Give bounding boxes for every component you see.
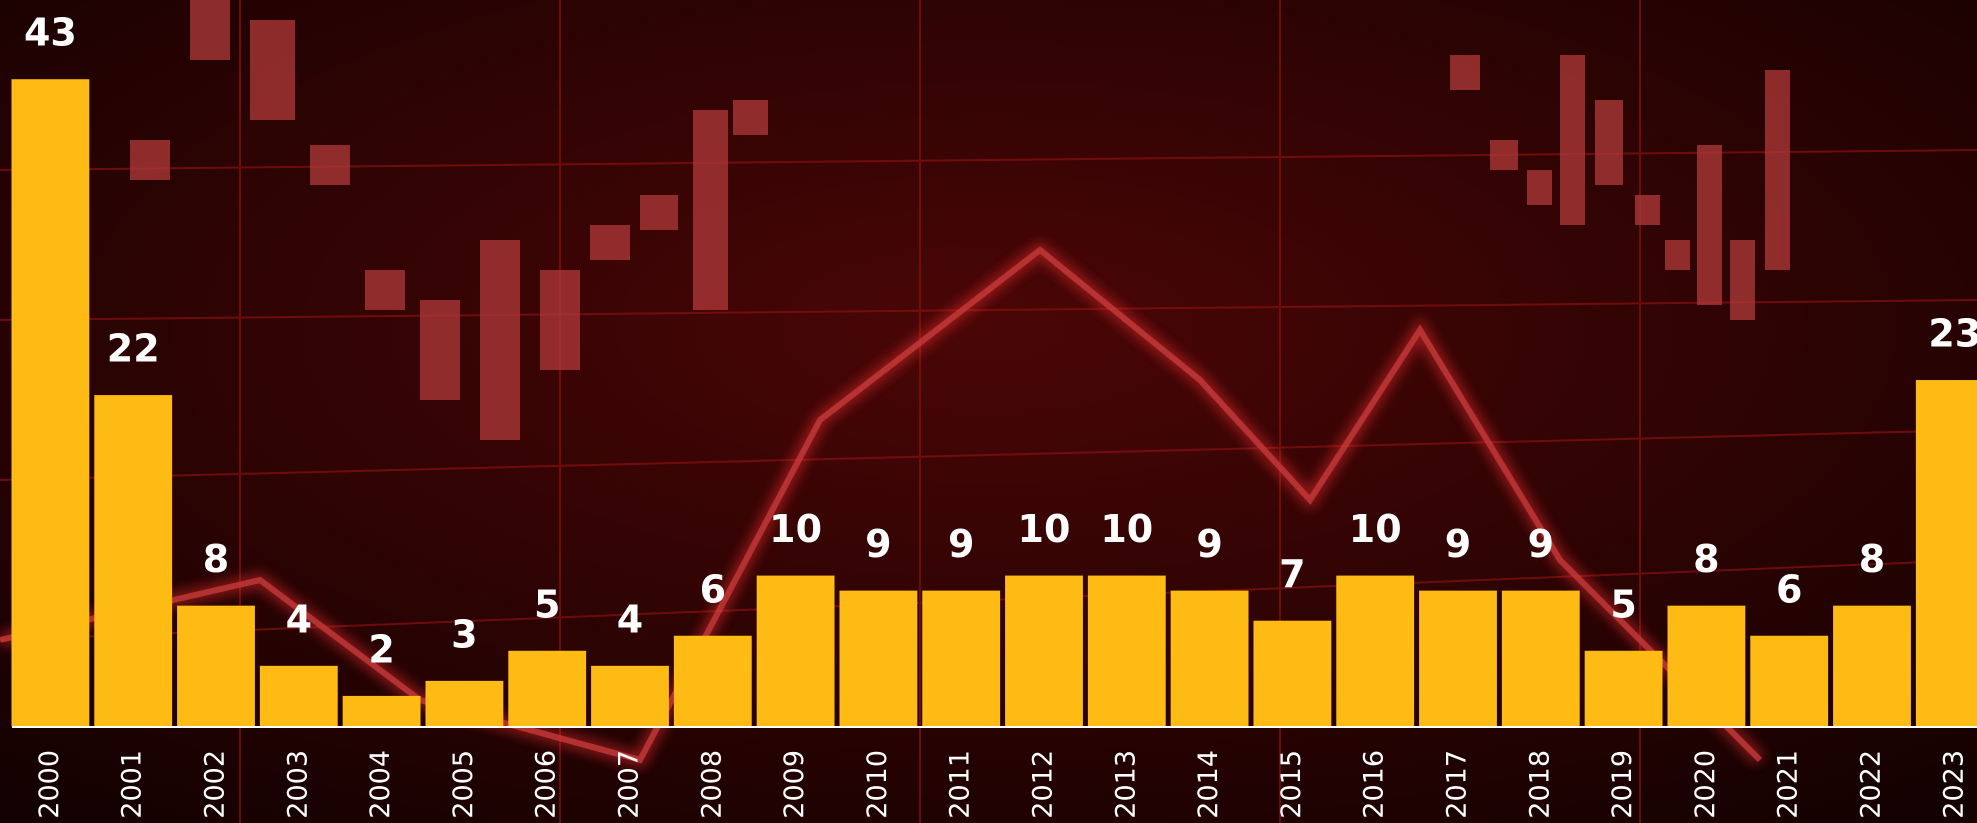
value-label: 10 [769,507,822,551]
bar [425,681,503,726]
value-label: 9 [865,522,891,566]
x-tick-label: 2002 [200,750,231,819]
value-label: 9 [948,522,974,566]
value-label: 9 [1528,522,1554,566]
bar [1502,591,1580,726]
value-label: 9 [1196,522,1222,566]
bar [177,606,255,726]
bar [1419,591,1497,726]
x-tick-label: 2023 [1938,750,1969,819]
x-tick-label: 2017 [1442,750,1473,819]
value-label: 3 [451,612,477,656]
x-tick-label: 2018 [1524,750,1555,819]
value-label: 43 [24,11,77,55]
value-label: 7 [1279,552,1305,596]
x-tick-label: 2009 [779,750,810,819]
bar [591,666,669,726]
x-tick-label: 2020 [1690,750,1721,819]
x-tick-label: 2016 [1359,750,1390,819]
value-label: 6 [1776,567,1802,611]
bar [1750,636,1828,726]
bar [1088,576,1166,726]
x-tick-label: 2001 [117,750,148,819]
x-tick-label: 2004 [365,750,396,819]
chart: 43 2000 22 2001 8 2002 4 2003 2 2004 3 2005 5 2006 4 20… [0,0,1977,823]
x-tick-label: 2019 [1607,750,1638,819]
bar [508,651,586,726]
x-tick-label: 2022 [1856,750,1887,819]
x-tick-label: 2006 [531,750,562,819]
value-label: 10 [1100,507,1153,551]
value-label: 5 [534,582,560,626]
value-label: 23 [1928,312,1977,356]
value-label: 10 [1349,507,1402,551]
value-label: 4 [617,597,643,641]
x-tick-label: 2007 [614,750,645,819]
x-tick-label: 2003 [282,750,313,819]
x-tick-label: 2021 [1773,750,1804,819]
value-label: 8 [1859,537,1885,581]
value-label: 5 [1610,582,1636,626]
x-tick-label: 2010 [862,750,893,819]
x-tick-label: 2005 [448,750,479,819]
bar [1916,380,1977,726]
bar [94,395,172,726]
bar [260,666,338,726]
value-label: 22 [107,327,160,371]
bar [1171,591,1249,726]
bar [1585,651,1663,726]
value-label: 8 [203,537,229,581]
x-tick-label: 2014 [1193,750,1224,819]
x-tick-label: 2008 [696,750,727,819]
bar [1667,606,1745,726]
value-label: 8 [1693,537,1719,581]
bar [674,636,752,726]
value-label: 2 [368,627,394,671]
x-tick-label: 2012 [1028,750,1059,819]
bar [1336,576,1414,726]
bar [1833,606,1911,726]
x-tick-label: 2000 [34,750,65,819]
x-tick-label: 2011 [945,750,976,819]
bar [343,696,421,726]
bar [922,591,1000,726]
x-tick-label: 2013 [1110,750,1141,819]
x-tick-label: 2015 [1276,750,1307,819]
value-label: 9 [1445,522,1471,566]
value-label: 6 [700,567,726,611]
value-label: 10 [1018,507,1071,551]
bar [1005,576,1083,726]
bar [757,576,835,726]
value-label: 4 [286,597,312,641]
bar [839,591,917,726]
bar [11,79,89,726]
page: {"chart_data": {"type": "bar", "categori… [0,0,1977,823]
bar [1253,621,1331,726]
